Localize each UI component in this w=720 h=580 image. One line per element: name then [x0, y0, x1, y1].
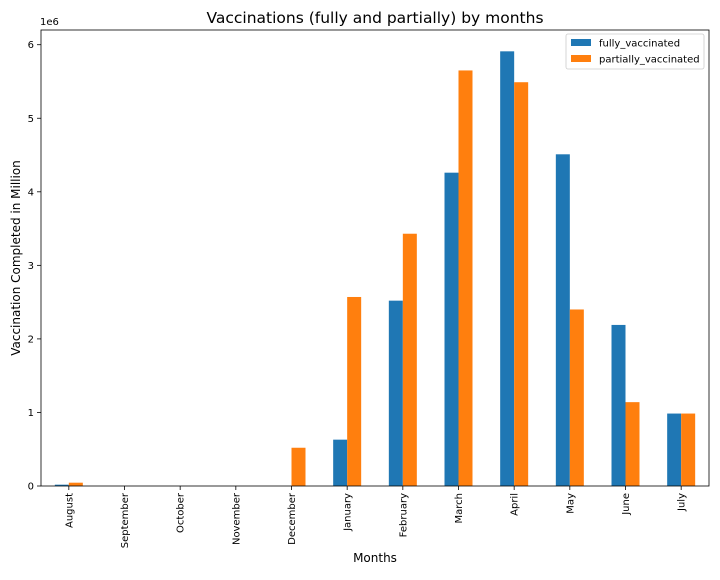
x-tick-label: April: [510, 493, 521, 516]
bar-partially_vaccinated-December: [291, 447, 306, 486]
bar-partially_vaccinated-August: [68, 482, 83, 486]
x-tick-label: July: [677, 493, 688, 512]
bar-fully_vaccinated-July: [667, 413, 682, 486]
x-tick-label: December: [287, 492, 298, 545]
bar-partially_vaccinated-March: [458, 70, 473, 486]
y-axis-offset-label: 1e6: [40, 17, 59, 28]
y-tick-label: 5: [28, 114, 34, 125]
legend-label-partially_vaccinated: partially_vaccinated: [599, 55, 700, 66]
legend: fully_vaccinated partially_vaccinated: [565, 33, 705, 70]
plot-area: 0 1 2 3 4 5 6 August September October November Dec…: [28, 29, 710, 548]
bar-partially_vaccinated-April: [514, 82, 529, 486]
y-tick-label: 4: [28, 187, 34, 198]
bar-fully_vaccinated-February: [388, 300, 403, 486]
bar-fully_vaccinated-May: [555, 154, 570, 487]
x-tick-label: February: [398, 493, 409, 537]
bar-fully_vaccinated-January: [333, 439, 348, 486]
bar-partially_vaccinated-May: [569, 309, 584, 486]
bar-partially_vaccinated-June: [625, 402, 640, 486]
x-axis-label: Months: [353, 551, 397, 565]
chart-title: Vaccinations (fully and partially) by mo…: [206, 9, 543, 27]
bar-fully_vaccinated-March: [444, 172, 459, 486]
x-tick-label: August: [64, 493, 75, 528]
x-tick-label: September: [120, 492, 131, 548]
legend-box: [565, 33, 705, 70]
y-tick-label: 2: [28, 334, 34, 345]
bar-fully_vaccinated-April: [500, 51, 515, 486]
axes-frame: [40, 29, 710, 487]
bar-fully_vaccinated-August: [54, 484, 69, 486]
y-axis-label: Vaccination Completed in Million: [9, 160, 23, 356]
bar-fully_vaccinated-June: [611, 324, 626, 486]
y-tick-label: 0: [28, 482, 34, 493]
x-tick-label: May: [565, 493, 576, 514]
y-tick-label: 1: [28, 408, 34, 419]
bar-partially_vaccinated-February: [402, 233, 417, 486]
x-tick-label: March: [454, 493, 465, 523]
x-tick-label: October: [176, 492, 187, 533]
x-tick-label: November: [231, 492, 242, 545]
legend-swatch-partially_vaccinated: [571, 55, 591, 62]
bar-partially_vaccinated-July: [681, 413, 696, 486]
x-tick-label: June: [621, 493, 632, 516]
x-tick-label: January: [343, 493, 354, 532]
legend-label-fully_vaccinated: fully_vaccinated: [599, 39, 680, 50]
y-tick-label: 3: [28, 261, 34, 272]
bar-partially_vaccinated-January: [347, 296, 362, 486]
legend-swatch-fully_vaccinated: [571, 39, 591, 46]
y-tick-label: 6: [28, 40, 34, 51]
